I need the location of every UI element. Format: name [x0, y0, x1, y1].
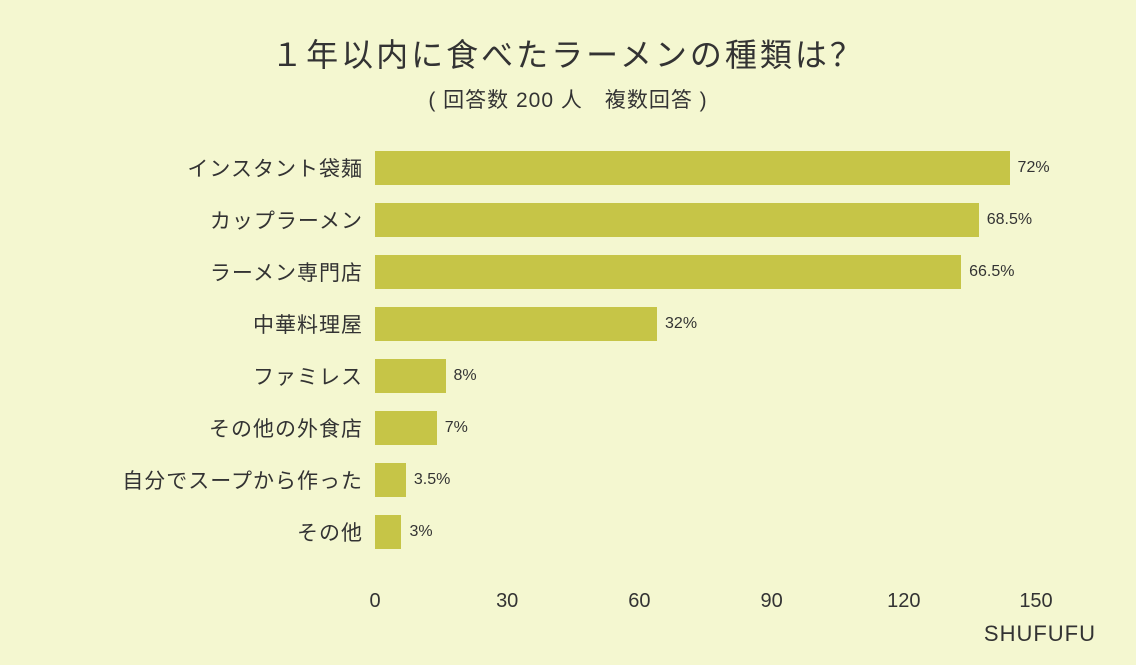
bar-value: 8%	[454, 367, 477, 385]
x-tick: 90	[760, 590, 782, 613]
bar-row: 自分でスープから作った 3.5%	[90, 456, 1036, 504]
bar-track: 68.5%	[375, 203, 1036, 237]
bar-track: 3%	[375, 515, 1036, 549]
bar: 68.5%	[375, 203, 979, 237]
bar: 3%	[375, 515, 401, 549]
bar-label: その他の外食店	[90, 413, 375, 443]
bar-track: 7%	[375, 411, 1036, 445]
bar: 3.5%	[375, 463, 406, 497]
bar: 66.5%	[375, 255, 961, 289]
bar-value: 3%	[409, 523, 432, 541]
x-tick: 150	[1019, 590, 1052, 613]
bar-value: 32%	[665, 315, 697, 333]
bar-track: 8%	[375, 359, 1036, 393]
bar-label: ラーメン専門店	[90, 257, 375, 287]
bar-value: 3.5%	[414, 471, 450, 489]
x-axis: 0 30 60 90 120 150	[375, 590, 1036, 620]
bar-track: 32%	[375, 307, 1036, 341]
bar-track: 3.5%	[375, 463, 1036, 497]
chart-title: １年以内に食べたラーメンの種類は？	[40, 30, 1096, 76]
x-tick: 0	[369, 590, 380, 613]
bar-value: 68.5%	[987, 211, 1032, 229]
bar-row: インスタント袋麺 72%	[90, 144, 1036, 192]
bar-value: 66.5%	[969, 263, 1014, 281]
bar-label: その他	[90, 517, 375, 547]
bar-row: カップラーメン 68.5%	[90, 196, 1036, 244]
bar-label: 中華料理屋	[90, 309, 375, 339]
bar: 72%	[375, 151, 1010, 185]
chart-subtitle: ( 回答数 200 人 複数回答 )	[40, 84, 1096, 114]
x-tick: 30	[496, 590, 518, 613]
bar-row: 中華料理屋 32%	[90, 300, 1036, 348]
bar-label: ファミレス	[90, 361, 375, 391]
bar-value: 7%	[445, 419, 468, 437]
bar-track: 66.5%	[375, 255, 1036, 289]
bar-label: 自分でスープから作った	[90, 465, 375, 495]
bar: 8%	[375, 359, 446, 393]
bar: 7%	[375, 411, 437, 445]
bar-row: ラーメン専門店 66.5%	[90, 248, 1036, 296]
bar-row: その他 3%	[90, 508, 1036, 556]
bar-track: 72%	[375, 151, 1036, 185]
bar-value: 72%	[1018, 159, 1050, 177]
attribution: SHUFUFU	[984, 621, 1096, 647]
bar-label: インスタント袋麺	[90, 153, 375, 183]
bar-label: カップラーメン	[90, 205, 375, 235]
chart-container: １年以内に食べたラーメンの種類は？ ( 回答数 200 人 複数回答 ) インス…	[0, 0, 1136, 665]
bar-row: ファミレス 8%	[90, 352, 1036, 400]
x-tick: 120	[887, 590, 920, 613]
bar-row: その他の外食店 7%	[90, 404, 1036, 452]
x-tick: 60	[628, 590, 650, 613]
chart-area: インスタント袋麺 72% カップラーメン 68.5% ラーメン専門店 66.5%	[90, 144, 1036, 584]
bar: 32%	[375, 307, 657, 341]
